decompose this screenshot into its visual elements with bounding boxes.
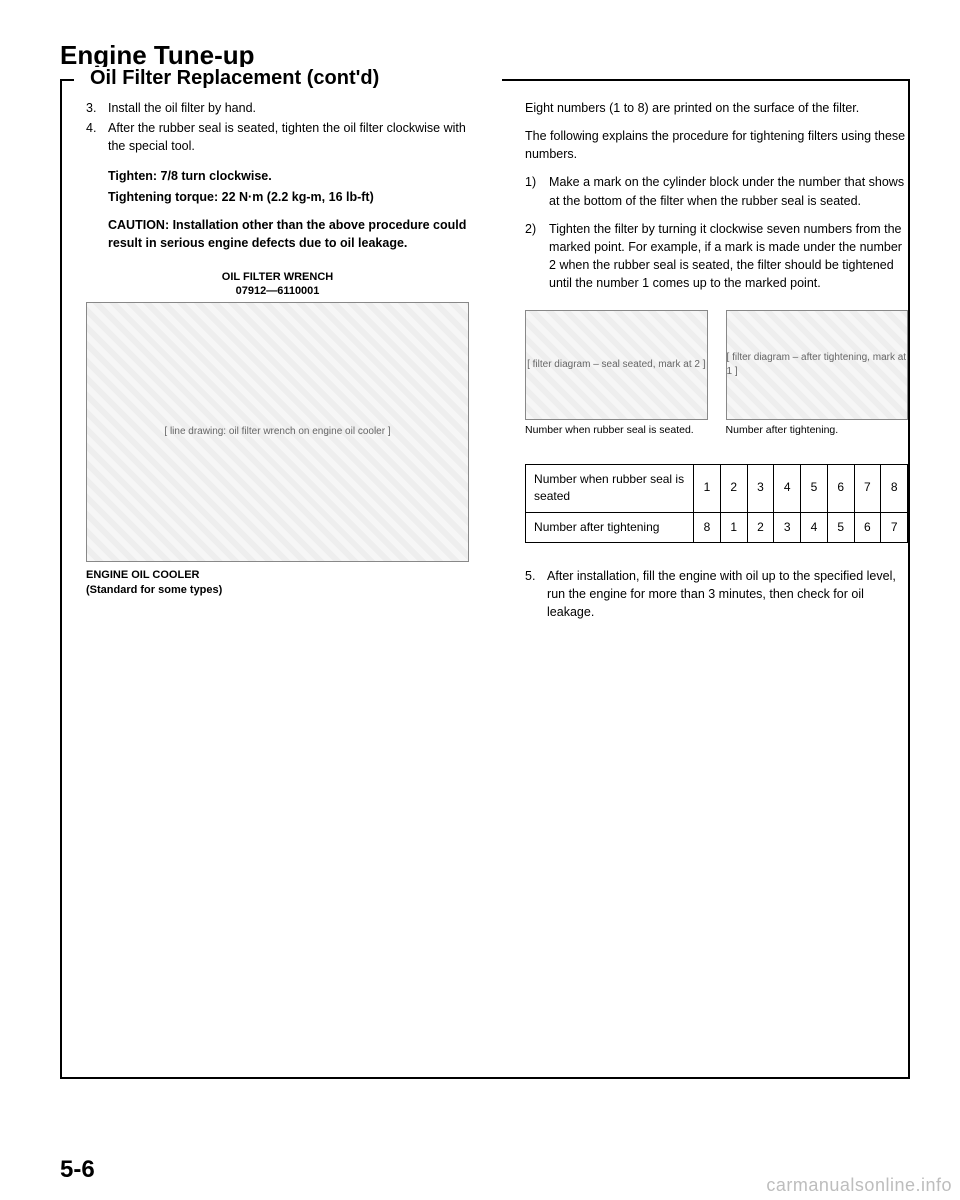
tighten-spec-1: Tighten: 7/8 turn clockwise.	[108, 167, 469, 185]
step-number: 4.	[86, 119, 108, 155]
figure-bottom-label-2: (Standard for some types)	[86, 583, 469, 597]
two-column-layout: 3. Install the oil filter by hand. 4. Af…	[86, 99, 884, 743]
table-cell: 4	[801, 512, 828, 542]
table-cell: 5	[827, 512, 854, 542]
figure-top-label-2: 07912—6110001	[86, 284, 469, 298]
procedure-sublist: 1) Make a mark on the cylinder block und…	[525, 173, 908, 292]
mini-figure-illustration: [ filter diagram – after tightening, mar…	[726, 310, 909, 420]
mini-figure-seated: [ filter diagram – seal seated, mark at …	[525, 310, 708, 438]
table-row-label: Number after tightening	[526, 512, 694, 542]
sub-step-1: 1) Make a mark on the cylinder block und…	[525, 173, 908, 209]
step-number: 5.	[525, 567, 547, 621]
step-number: 3.	[86, 99, 108, 117]
table-cell: 5	[801, 464, 828, 512]
mini-figure-caption: Number when rubber seal is seated.	[525, 424, 708, 438]
substep-text: Tighten the filter by turning it clockwi…	[549, 220, 908, 293]
table-cell: 1	[694, 464, 721, 512]
table-row: Number after tightening 8 1 2 3 4 5 6 7	[526, 512, 908, 542]
page-number: 5-6	[60, 1156, 95, 1184]
sub-step-2: 2) Tighten the filter by turning it cloc…	[525, 220, 908, 293]
table-cell: 6	[854, 512, 881, 542]
table-cell: 7	[881, 512, 908, 542]
table-cell: 7	[854, 464, 881, 512]
figure-bottom-label-1: ENGINE OIL COOLER	[86, 568, 469, 582]
step-text: After installation, fill the engine with…	[547, 567, 908, 621]
step-text: Install the oil filter by hand.	[108, 99, 256, 117]
table-cell: 8	[694, 512, 721, 542]
table-cell: 2	[747, 512, 774, 542]
substep-number: 1)	[525, 173, 549, 209]
mini-figure-illustration: [ filter diagram – seal seated, mark at …	[525, 310, 708, 420]
table-row-label: Number when rubber seal is seated	[526, 464, 694, 512]
step-text: After the rubber seal is seated, tighten…	[108, 119, 469, 155]
section-heading: Oil Filter Replacement (cont'd)	[82, 67, 387, 90]
table-cell: 8	[881, 464, 908, 512]
table-cell: 3	[774, 512, 801, 542]
section-frame: Oil Filter Replacement (cont'd) 3. Insta…	[60, 79, 910, 1079]
figure-top-label-1: OIL FILTER WRENCH	[86, 270, 469, 284]
intro-para-2: The following explains the procedure for…	[525, 127, 908, 163]
figure-illustration: [ line drawing: oil filter wrench on eng…	[86, 302, 469, 562]
mini-figure-tightened: [ filter diagram – after tightening, mar…	[726, 310, 909, 438]
mini-figure-caption: Number after tightening.	[726, 424, 909, 438]
tighten-spec-2: Tightening torque: 22 N·m (2.2 kg-m, 16 …	[108, 188, 469, 206]
table-row: Number when rubber seal is seated 1 2 3 …	[526, 464, 908, 512]
intro-para-1: Eight numbers (1 to 8) are printed on th…	[525, 99, 908, 117]
step-list: 3. Install the oil filter by hand. 4. Af…	[86, 99, 469, 155]
table-cell: 2	[720, 464, 747, 512]
right-column: Eight numbers (1 to 8) are printed on th…	[525, 99, 908, 743]
step-4: 4. After the rubber seal is seated, tigh…	[86, 119, 469, 155]
step-3: 3. Install the oil filter by hand.	[86, 99, 469, 117]
left-column: 3. Install the oil filter by hand. 4. Af…	[86, 99, 469, 743]
table-cell: 1	[720, 512, 747, 542]
table-cell: 6	[827, 464, 854, 512]
watermark: carmanualsonline.info	[766, 1175, 952, 1196]
table-cell: 4	[774, 464, 801, 512]
figure-main: OIL FILTER WRENCH 07912—6110001 [ line d…	[86, 270, 469, 597]
substep-text: Make a mark on the cylinder block under …	[549, 173, 908, 209]
substep-number: 2)	[525, 220, 549, 293]
tightening-table: Number when rubber seal is seated 1 2 3 …	[525, 464, 908, 543]
table-cell: 3	[747, 464, 774, 512]
caution-text: CAUTION: Installation other than the abo…	[108, 216, 469, 252]
mini-figure-row: [ filter diagram – seal seated, mark at …	[525, 310, 908, 438]
step-5: 5. After installation, fill the engine w…	[525, 567, 908, 621]
